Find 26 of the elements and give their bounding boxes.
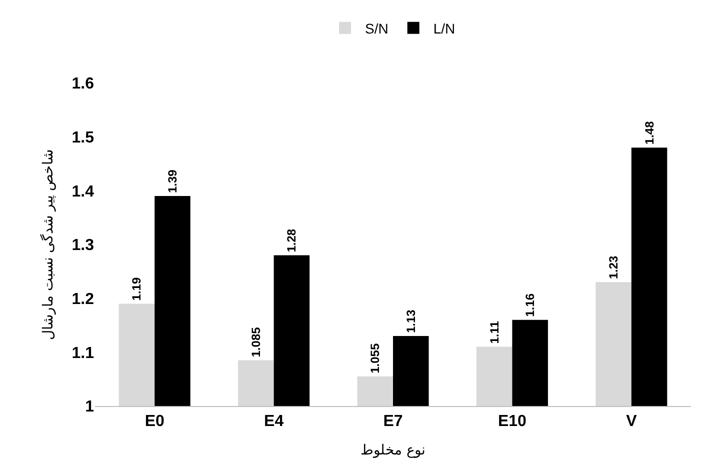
legend-label: S/N — [365, 20, 388, 36]
y-tick-label: 1.1 — [72, 344, 94, 362]
data-label: 1.085 — [248, 326, 263, 358]
data-label: 1.28 — [284, 228, 299, 252]
data-label: 1.23 — [606, 256, 621, 280]
data-label: 1.11 — [487, 320, 502, 344]
data-label: 1.16 — [523, 293, 538, 317]
y-tick-label: 1 — [85, 398, 94, 416]
x-axis-title: نوع مخلوط — [360, 442, 426, 458]
y-tick-label: 1.3 — [72, 237, 94, 254]
y-tick-label: 1.2 — [72, 290, 94, 308]
x-tick-label: E7 — [383, 413, 403, 430]
x-tick-label: E0 — [144, 413, 164, 430]
legend-label: L/N — [433, 20, 456, 36]
x-tick-label: V — [626, 413, 638, 430]
data-label: 1.19 — [130, 277, 144, 301]
y-tick-label: 1.5 — [72, 129, 94, 146]
data-label: 1.39 — [165, 169, 180, 194]
y-tick-label: 1.6 — [72, 76, 94, 93]
x-tick-label: E10 — [498, 413, 527, 430]
y-axis-title: شاخص پیر شدگی نسبت مارشال — [39, 149, 56, 340]
data-label: 1.48 — [642, 120, 656, 145]
data-label: 1.055 — [368, 343, 382, 374]
x-tick-label: E4 — [264, 413, 284, 430]
data-label: 1.13 — [404, 309, 418, 334]
y-tick-label: 1.4 — [72, 183, 94, 200]
